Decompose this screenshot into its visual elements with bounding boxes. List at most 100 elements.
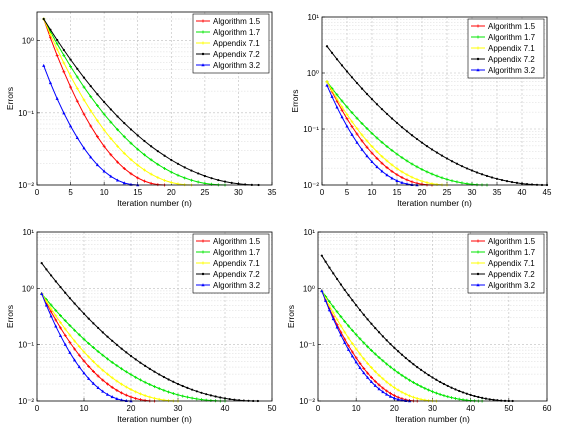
data-point	[68, 350, 72, 354]
data-point	[400, 176, 404, 180]
legend-marker	[201, 30, 205, 34]
data-point	[345, 70, 349, 73]
data-point	[109, 108, 112, 111]
data-point	[411, 380, 415, 384]
data-point	[148, 382, 152, 386]
legend-label: Appendix 7.1	[213, 259, 260, 268]
data-point	[343, 340, 347, 344]
data-point	[410, 134, 414, 137]
data-point	[380, 154, 384, 158]
data-point	[415, 137, 419, 141]
data-point	[355, 116, 359, 120]
data-point	[405, 173, 409, 177]
legend-label: Appendix 7.1	[488, 259, 535, 268]
data-point	[385, 389, 389, 393]
legend-label: Appendix 7.1	[488, 44, 535, 53]
legend-marker	[476, 68, 480, 72]
data-point	[370, 144, 374, 148]
data-point	[63, 327, 67, 331]
legend-label: Appendix 7.2	[213, 270, 260, 279]
data-point	[388, 394, 393, 398]
data-point	[327, 308, 332, 312]
data-point	[54, 318, 58, 322]
data-point	[197, 172, 200, 175]
data-point	[410, 175, 414, 179]
data-point	[55, 47, 59, 51]
data-point	[105, 392, 110, 396]
data-point	[91, 381, 95, 385]
data-point	[75, 136, 79, 140]
data-point	[453, 396, 457, 400]
x-tick-label: 20	[390, 404, 399, 413]
data-point	[355, 127, 359, 131]
data-point	[82, 98, 86, 102]
legend-marker	[476, 250, 480, 254]
data-point	[120, 391, 124, 395]
data-point	[63, 319, 67, 323]
data-point	[365, 139, 369, 143]
y-tick-label: 10⁻¹	[18, 109, 34, 118]
data-point	[106, 382, 109, 386]
data-point	[389, 383, 393, 387]
data-point	[335, 325, 339, 329]
data-point	[144, 364, 147, 367]
data-point	[460, 181, 464, 185]
data-point	[381, 335, 384, 338]
data-point	[87, 376, 91, 380]
data-point	[40, 262, 43, 265]
data-point	[49, 28, 52, 31]
data-point	[217, 178, 220, 182]
legend-marker	[201, 283, 205, 287]
data-point	[40, 291, 44, 295]
data-point	[430, 148, 434, 151]
data-point	[77, 353, 81, 357]
legend: Algorithm 1.5 Algorithm 1.7 Appendix 7.1 Ap…	[192, 13, 270, 74]
legend-marker	[476, 239, 480, 243]
data-point	[181, 394, 185, 398]
data-point	[381, 386, 385, 390]
x-tick-label: 25	[200, 188, 209, 197]
data-point	[390, 163, 394, 167]
data-point	[400, 353, 404, 356]
data-point	[149, 172, 153, 176]
data-point	[365, 154, 369, 158]
chart-panel-2: 10⁻² 10⁻¹ 10⁰ 10¹ 0 5 10 15 20 25 30 35 40 45 Iteratio…	[290, 13, 552, 208]
data-point	[480, 173, 484, 176]
legend-box	[192, 13, 270, 74]
data-point	[129, 158, 133, 162]
data-point	[404, 392, 408, 396]
series-line-algorithm-1-7	[321, 290, 483, 402]
data-point	[115, 396, 119, 400]
data-point	[339, 283, 342, 286]
plot-frame	[321, 16, 548, 186]
data-point	[366, 318, 369, 321]
data-point	[381, 377, 385, 381]
legend-label: Appendix 7.2	[213, 50, 260, 59]
data-point	[377, 331, 381, 334]
data-point	[350, 342, 354, 346]
series-appendix-7-2	[320, 254, 514, 403]
data-point	[59, 314, 62, 318]
data-point	[55, 53, 59, 57]
data-point	[77, 345, 81, 349]
data-point	[351, 299, 354, 302]
x-tick-label: 30	[234, 188, 243, 197]
data-point	[430, 172, 434, 176]
data-point	[343, 337, 347, 341]
data-point	[49, 310, 53, 314]
data-point	[116, 160, 120, 164]
data-point	[116, 144, 120, 148]
data-point	[350, 120, 354, 124]
data-point	[340, 115, 344, 119]
data-point	[370, 159, 374, 163]
data-point	[495, 177, 499, 180]
data-point	[435, 378, 438, 381]
data-point	[395, 173, 399, 177]
x-tick-label: 0	[316, 404, 321, 413]
data-point	[44, 299, 48, 303]
data-point	[410, 180, 414, 184]
series-appendix-7-1	[42, 17, 193, 187]
data-point	[373, 370, 377, 374]
data-point	[97, 326, 100, 330]
data-point	[520, 182, 524, 185]
